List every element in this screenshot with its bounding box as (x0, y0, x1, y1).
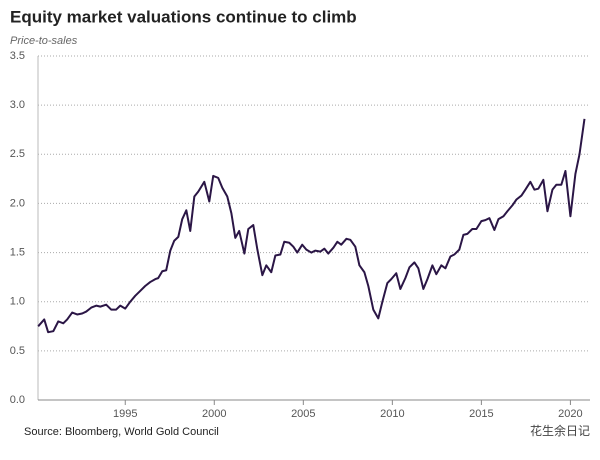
watermark: 花生余日记 (530, 423, 590, 438)
y-tick-label: 0.0 (10, 394, 25, 406)
source: Source: Bloomberg, World Gold Council (24, 426, 219, 438)
y-tick-label: 0.5 (10, 345, 25, 357)
y-tick-label: 2.0 (10, 197, 25, 209)
line (37, 118, 586, 334)
x-tick-label: 2000 (202, 408, 226, 420)
x-tick-label: 1995 (113, 408, 137, 420)
y-tick-label: 2.5 (10, 148, 25, 160)
x-tick-label: 2005 (291, 408, 315, 420)
y-tick-label: 1.0 (10, 296, 25, 308)
x-tick-label: 2020 (558, 408, 582, 420)
y-tick-label: 3.5 (10, 50, 25, 62)
y-tick-label: 1.5 (10, 246, 25, 258)
x-tick-label: 2015 (469, 408, 493, 420)
chart-title: Equity market valuations continue to cli… (10, 7, 357, 26)
subtitle: Price-to-sales (10, 35, 78, 47)
x-tick-label: 2010 (380, 408, 404, 420)
y-tick-label: 3.0 (10, 99, 25, 111)
